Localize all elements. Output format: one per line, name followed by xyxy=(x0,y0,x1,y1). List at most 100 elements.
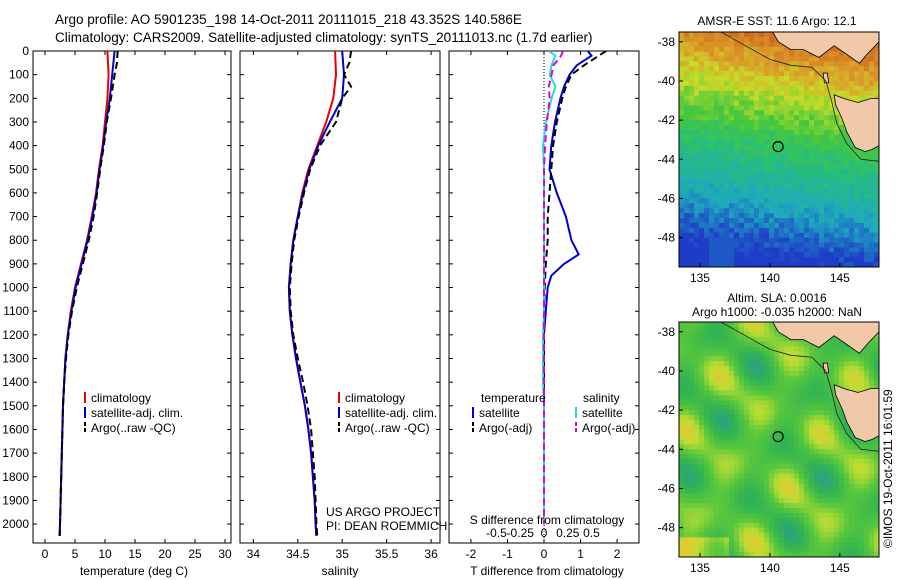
map-cell xyxy=(769,125,775,131)
map-cell xyxy=(694,139,700,146)
map-cell xyxy=(679,203,685,209)
map-cell xyxy=(849,473,855,480)
map-cell xyxy=(784,183,790,190)
map-cell xyxy=(864,247,870,253)
map-cell xyxy=(734,512,740,519)
map-cell xyxy=(824,493,830,499)
map-cell xyxy=(699,547,705,553)
map-cell xyxy=(679,517,685,524)
map-cell xyxy=(804,503,810,509)
map-cell xyxy=(764,410,770,416)
map-cell xyxy=(789,434,795,441)
map-cell xyxy=(799,193,805,200)
map-cell xyxy=(779,115,785,121)
legend-label: Argo(..raw -QC) xyxy=(91,421,176,435)
map-cell xyxy=(814,444,820,450)
map-cell xyxy=(754,144,760,151)
map-cell xyxy=(689,424,695,431)
map-cell xyxy=(789,380,795,387)
map-cell xyxy=(699,483,705,490)
map-cell xyxy=(724,341,730,348)
map-cell xyxy=(694,424,700,431)
map-cell xyxy=(774,188,780,195)
map-cell xyxy=(789,262,795,267)
map-cell xyxy=(734,522,740,529)
map-cell xyxy=(744,370,750,377)
map-cell xyxy=(824,390,830,397)
map-cell xyxy=(864,76,870,82)
map-cell xyxy=(819,129,825,136)
map-cell xyxy=(754,154,760,160)
map-cell xyxy=(734,178,740,185)
map-cell xyxy=(689,169,695,175)
map-cell xyxy=(869,56,875,62)
map-cell xyxy=(774,341,780,348)
map-cell xyxy=(694,336,700,343)
map-cell xyxy=(809,419,815,426)
map-cell xyxy=(794,262,800,267)
map-cell xyxy=(819,134,825,141)
map-cell xyxy=(829,95,835,102)
map-cell xyxy=(864,537,870,543)
argo-position-marker xyxy=(772,141,784,153)
map-cell xyxy=(704,198,710,204)
map-cell xyxy=(749,498,755,504)
map-cell xyxy=(794,468,800,475)
map-cell xyxy=(734,115,740,121)
map-cell xyxy=(719,36,725,43)
map-cell xyxy=(844,218,850,224)
map-cell xyxy=(764,95,770,102)
map-cell xyxy=(694,134,700,141)
map-cell xyxy=(864,154,870,160)
map-cell xyxy=(754,473,760,480)
map-cell xyxy=(734,478,740,485)
map-cell xyxy=(699,434,705,441)
map-cell xyxy=(679,222,685,229)
map-cell xyxy=(759,385,765,392)
map-y-tick-label: -40 xyxy=(658,364,676,378)
map-cell xyxy=(814,488,820,494)
map-cell xyxy=(874,232,879,239)
map-cell xyxy=(869,173,875,180)
map-cell xyxy=(764,517,770,524)
map-cell xyxy=(809,375,815,382)
map-cell xyxy=(759,164,765,170)
map-cell xyxy=(799,478,805,485)
map-cell xyxy=(864,198,870,204)
map-cell xyxy=(839,503,845,509)
map-cell xyxy=(819,552,825,557)
map-cell xyxy=(774,139,780,146)
map-cell xyxy=(774,203,780,209)
map-cell xyxy=(769,61,775,67)
map-cell xyxy=(714,257,720,263)
map-cell xyxy=(699,252,705,258)
map-cell xyxy=(719,385,725,392)
map-cell xyxy=(749,85,755,92)
map-cell xyxy=(764,51,770,58)
map-cell xyxy=(704,188,710,195)
map-cell xyxy=(689,237,695,244)
map-cell xyxy=(839,473,845,480)
map-cell xyxy=(729,547,735,553)
map-cell xyxy=(784,100,790,107)
map-cell xyxy=(749,400,755,406)
map-cell xyxy=(814,222,820,229)
map-cell xyxy=(829,400,835,406)
map-cell xyxy=(804,346,810,352)
map-cell xyxy=(789,51,795,58)
map-cell xyxy=(834,454,840,460)
map-cell xyxy=(714,326,720,333)
x-tick-label: 34.5 xyxy=(286,547,310,561)
map-cell xyxy=(724,71,730,77)
map-cell xyxy=(689,512,695,519)
map-cell xyxy=(819,498,825,504)
map-cell xyxy=(684,222,690,229)
map-cell xyxy=(699,188,705,195)
map-cell xyxy=(699,532,705,539)
map-cell xyxy=(684,542,690,548)
map-cell xyxy=(839,512,845,519)
map-cell xyxy=(744,232,750,239)
map-cell xyxy=(864,66,870,72)
map-cell xyxy=(784,512,790,519)
map-cell xyxy=(814,257,820,263)
